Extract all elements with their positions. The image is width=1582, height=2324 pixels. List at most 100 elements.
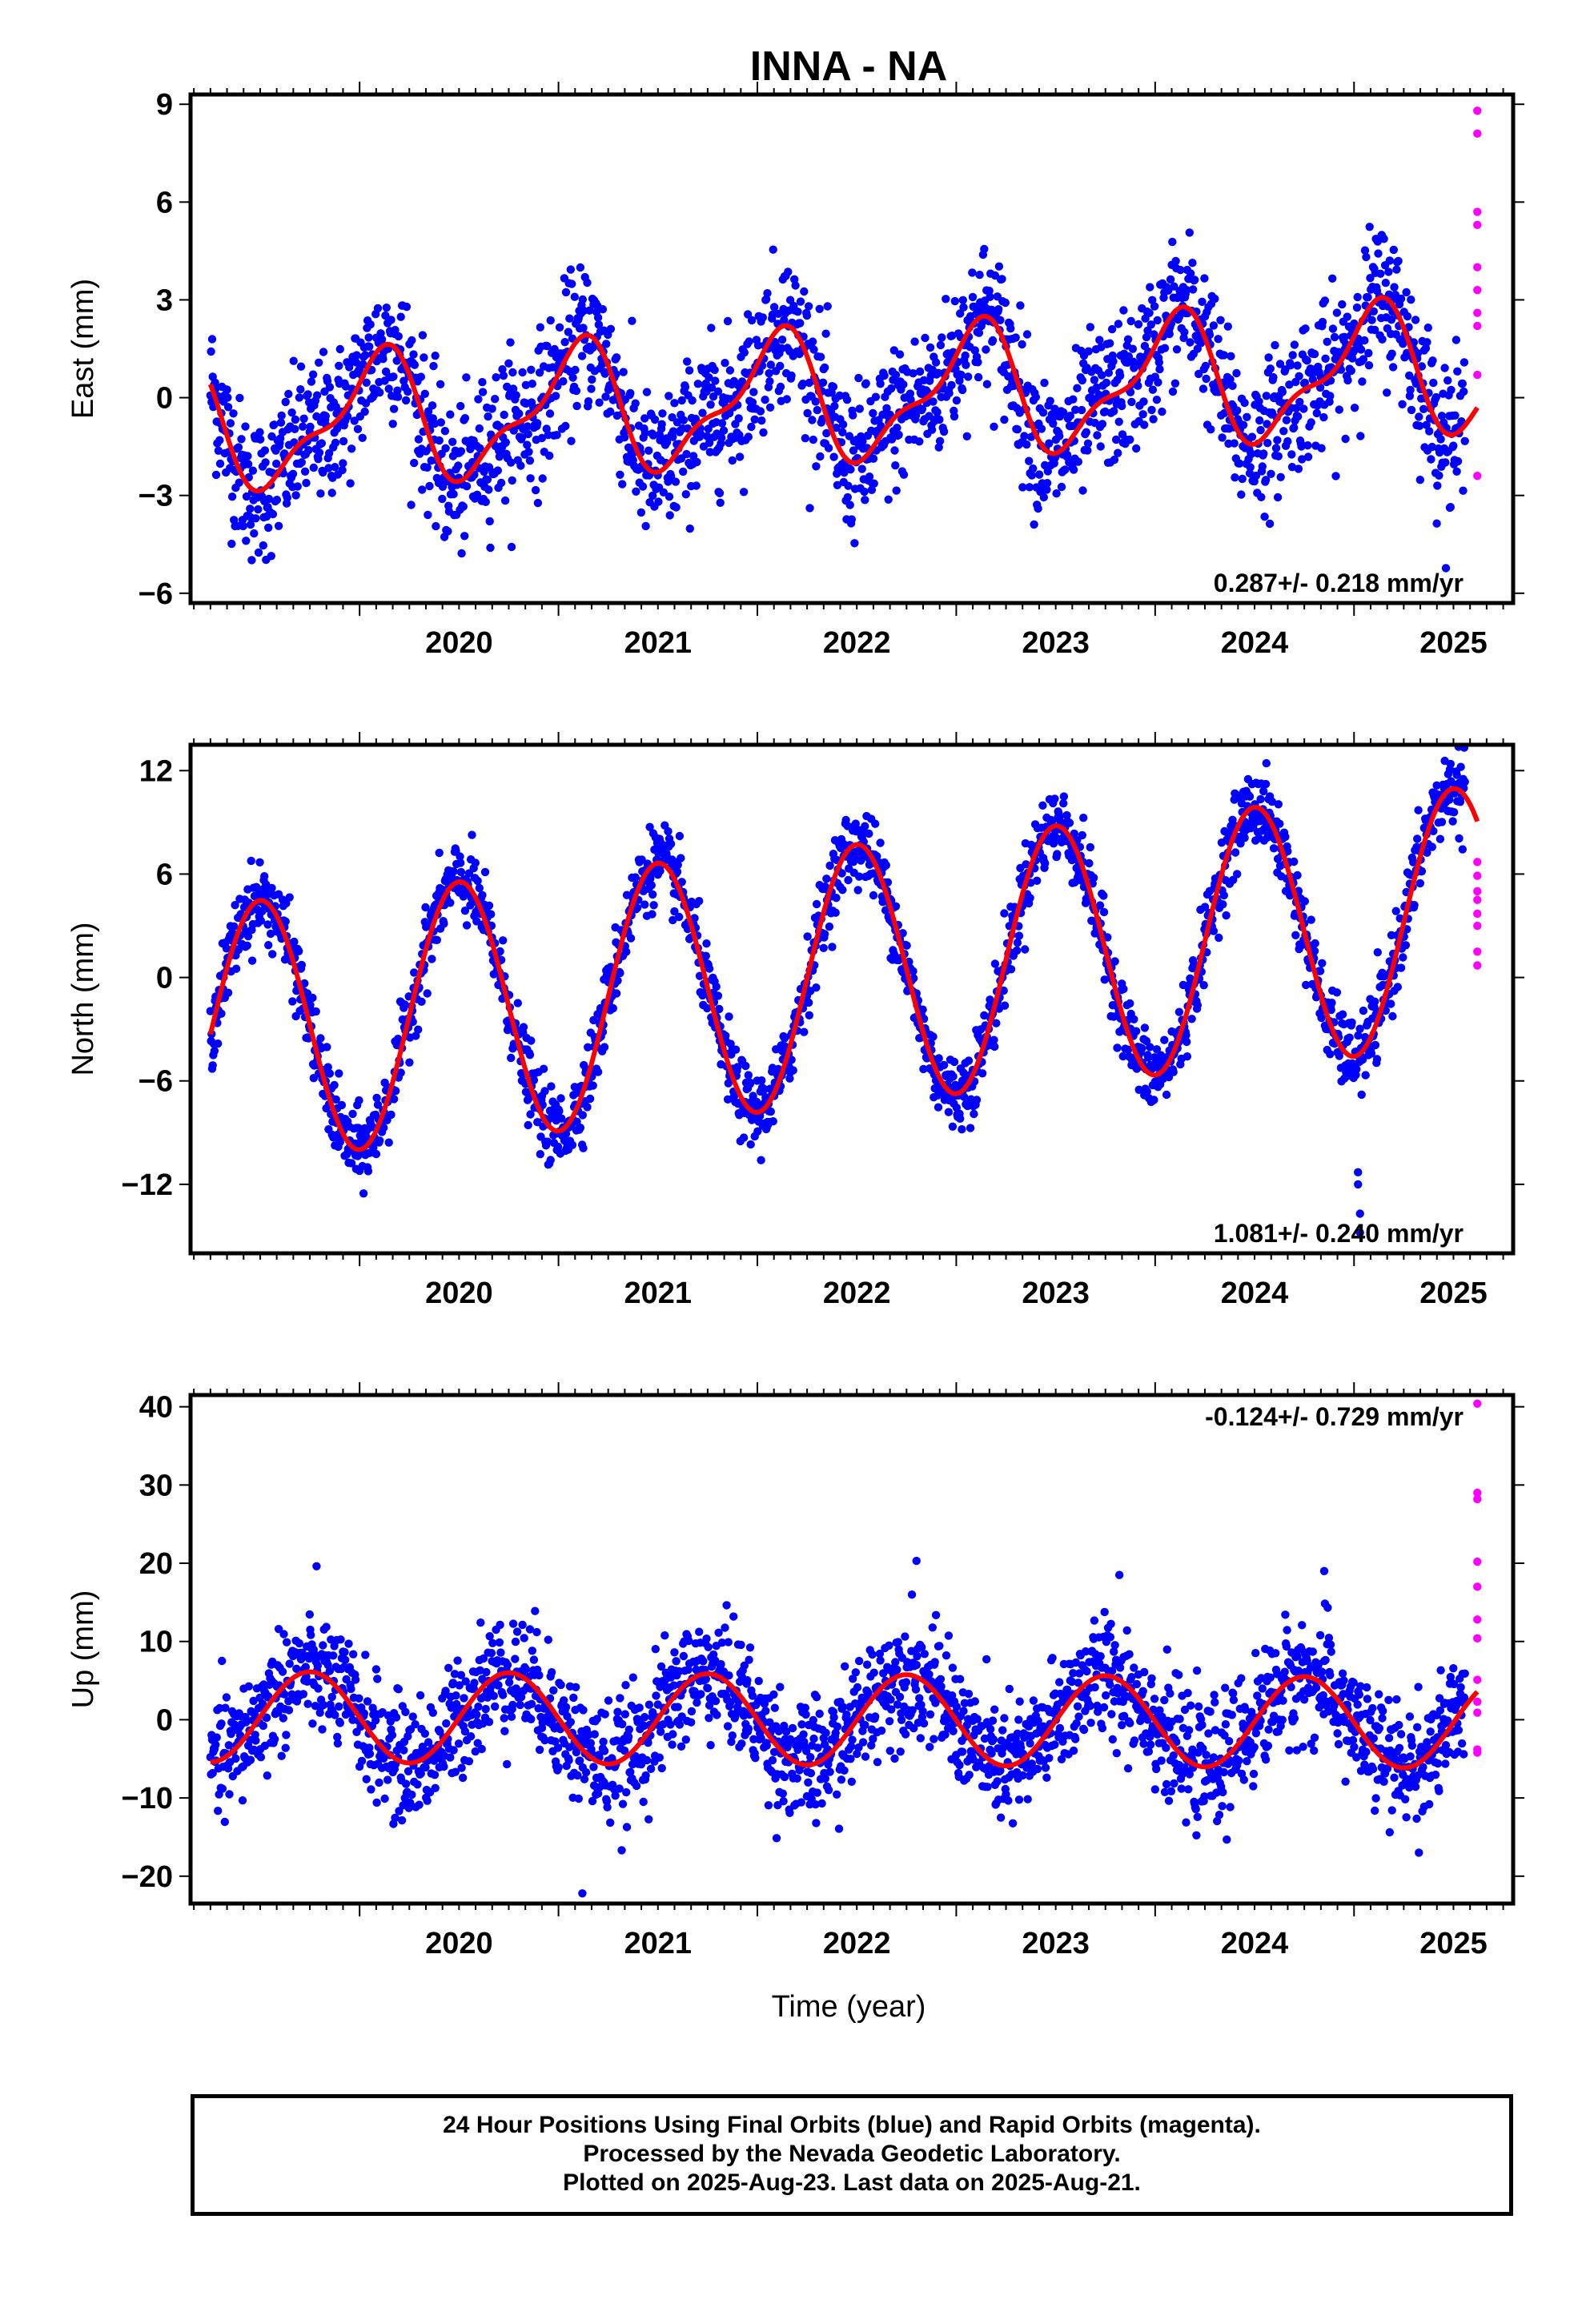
final-orbit-point (210, 1047, 219, 1055)
final-orbit-point (264, 941, 273, 950)
final-orbit-point (593, 313, 603, 322)
final-orbit-point (1295, 372, 1303, 380)
final-orbit-point (211, 470, 221, 480)
final-orbit-point (895, 350, 905, 359)
final-orbit-point (462, 921, 472, 930)
final-orbit-point (418, 331, 428, 340)
final-orbit-point (816, 452, 825, 461)
final-orbit-point (1328, 274, 1337, 283)
final-orbit-point (1388, 1011, 1397, 1021)
final-orbit-point (1154, 378, 1162, 387)
final-orbit-point (456, 858, 465, 867)
final-orbit-point (478, 891, 487, 900)
final-orbit-point (701, 951, 710, 960)
final-orbit-point (1290, 857, 1299, 866)
final-orbit-point (231, 901, 239, 910)
final-orbit-point (1359, 1006, 1368, 1015)
final-orbit-point (1077, 405, 1086, 415)
final-orbit-point (235, 393, 244, 403)
final-orbit-point (1099, 907, 1109, 917)
final-orbit-point (948, 332, 957, 340)
final-orbit-point (475, 424, 484, 433)
final-orbit-point (1065, 818, 1074, 827)
final-orbit-point (250, 529, 259, 538)
final-orbit-point (417, 997, 426, 1007)
final-orbit-point (620, 433, 629, 442)
final-orbit-point (837, 869, 846, 878)
final-orbit-point (525, 456, 535, 465)
final-orbit-point (750, 415, 759, 424)
x-tick-label: 2024 (1221, 626, 1289, 660)
final-orbit-point (369, 1143, 378, 1152)
rapid-orbit-point (1473, 895, 1482, 904)
final-orbit-point (693, 380, 702, 388)
final-orbit-point (1034, 504, 1042, 513)
final-orbit-point (1022, 330, 1032, 339)
final-orbit-point (513, 999, 522, 1007)
final-orbit-point (1033, 876, 1042, 886)
final-orbit-point (803, 932, 812, 941)
final-orbit-point (962, 360, 970, 369)
final-orbit-point (892, 486, 901, 495)
final-orbit-point (1021, 945, 1030, 954)
final-orbit-point (1142, 332, 1151, 342)
final-orbit-point (440, 919, 448, 928)
final-orbit-point (1152, 1045, 1162, 1054)
final-orbit-point (626, 388, 635, 398)
final-orbit-point (1134, 381, 1142, 390)
final-orbit-point (207, 347, 215, 356)
final-orbit-point (1262, 392, 1271, 400)
final-orbit-point (1187, 1015, 1196, 1023)
final-orbit-point (671, 477, 681, 486)
final-orbit-point (1243, 412, 1251, 421)
final-orbit-point (335, 1069, 343, 1078)
final-orbit-point (766, 1107, 775, 1116)
final-orbit-point (593, 1068, 603, 1076)
final-orbit-point (1231, 848, 1240, 857)
final-orbit-point (304, 445, 313, 455)
final-orbit-point (484, 485, 493, 494)
final-orbit-point (579, 1144, 588, 1152)
final-orbit-point (1085, 858, 1094, 868)
final-orbit-point (918, 1005, 927, 1014)
final-orbit-point (1148, 385, 1158, 394)
final-orbit-point (1299, 404, 1308, 413)
final-orbit-point (1259, 449, 1268, 458)
rapid-orbit-point (1473, 887, 1482, 896)
final-orbit-point (516, 461, 525, 470)
rapid-orbit-point (1473, 129, 1482, 139)
final-orbit-point (1027, 471, 1037, 480)
final-orbit-point (1431, 392, 1441, 402)
final-orbit-point (272, 496, 282, 505)
final-orbit-point (1263, 420, 1271, 428)
final-orbit-point (529, 1076, 539, 1085)
final-orbit-point (1126, 388, 1135, 396)
final-orbit-point (507, 542, 516, 552)
final-orbit-point (860, 487, 869, 497)
final-orbit-point (335, 361, 343, 370)
final-orbit-point (261, 458, 270, 467)
y-tick-label: −10 (122, 1782, 173, 1815)
final-orbit-point (759, 428, 768, 437)
final-orbit-point (1025, 483, 1034, 492)
final-orbit-point (935, 415, 944, 424)
final-orbit-point (1092, 383, 1101, 392)
final-orbit-point (521, 380, 531, 389)
rapid-orbit-point (1473, 107, 1482, 115)
final-orbit-point (540, 1087, 549, 1096)
final-orbit-point (1140, 420, 1149, 429)
final-orbit-point (303, 390, 312, 399)
final-orbit-point (565, 314, 574, 323)
final-orbit-point (808, 416, 817, 424)
final-orbit-point (343, 412, 352, 421)
final-orbit-point (407, 501, 416, 509)
final-orbit-point (222, 1693, 231, 1702)
final-orbit-point (889, 346, 899, 355)
final-orbit-point (830, 401, 839, 411)
final-orbit-point (1335, 405, 1344, 414)
final-orbit-point (472, 917, 481, 926)
final-orbit-point (950, 412, 959, 421)
final-orbit-point (966, 1124, 975, 1132)
final-orbit-point (1096, 442, 1105, 451)
final-orbit-point (690, 914, 699, 923)
